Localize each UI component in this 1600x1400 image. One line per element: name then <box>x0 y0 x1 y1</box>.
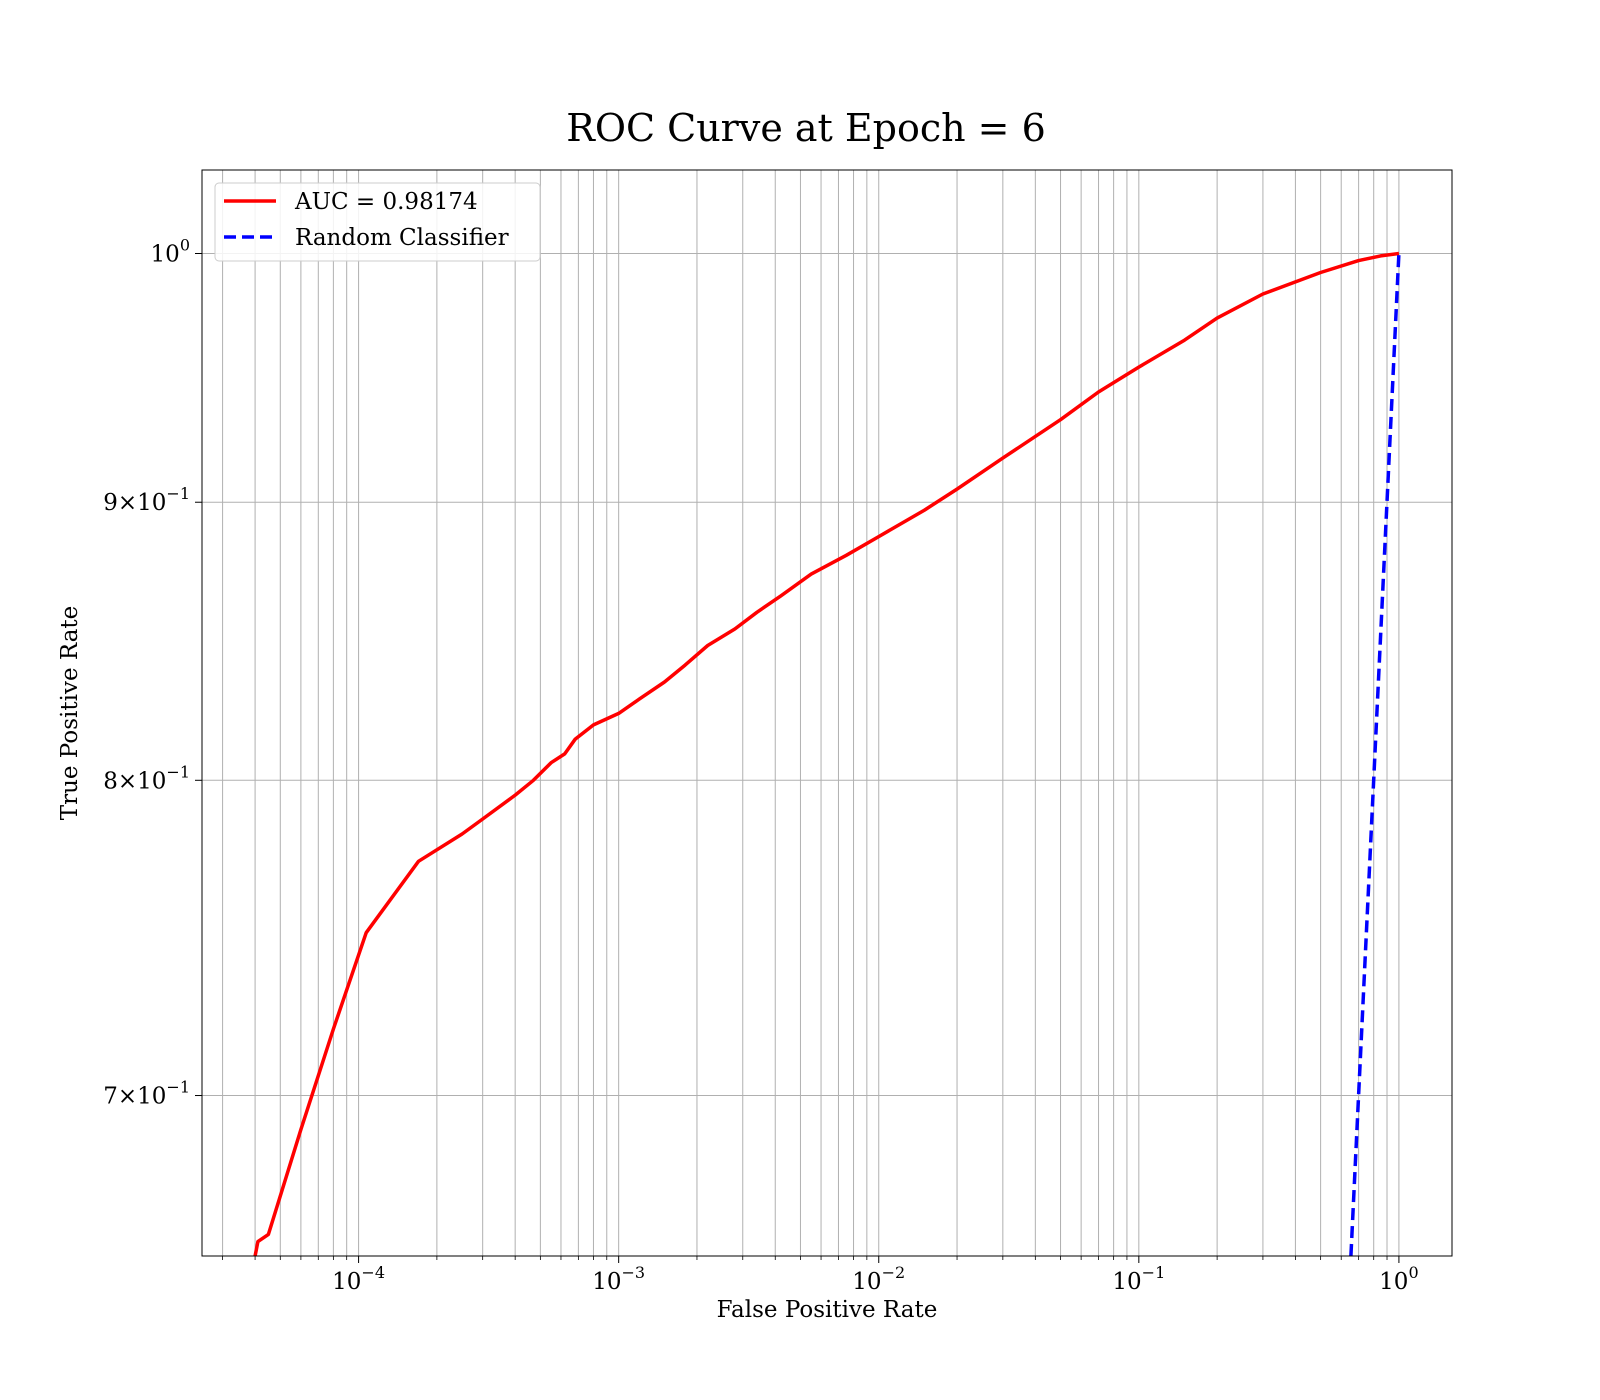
chart-title: ROC Curve at Epoch = 6 <box>566 106 1046 150</box>
plot-series <box>253 251 1401 1256</box>
legend-box <box>214 182 541 262</box>
y-tick-label: 100 <box>151 235 190 267</box>
random-classifier-line <box>1349 253 1401 1256</box>
plot-frame <box>201 169 1453 1257</box>
x-tick-label: 10−1 <box>1112 1263 1165 1295</box>
legend-label-random: Random Classifier <box>295 225 509 251</box>
y-axis-label: True Positive Rate <box>57 606 83 821</box>
roc-curve-line <box>253 251 1400 1256</box>
x-tick-label: 100 <box>1379 1263 1418 1295</box>
y-tick-label: 8×10−1 <box>103 762 190 794</box>
legend-label-auc: AUC = 0.98174 <box>294 189 478 215</box>
legend: AUC = 0.98174 Random Classifier <box>214 182 541 262</box>
x-axis-ticks: 10−4 10−3 10−2 10−1 100 <box>222 1256 1419 1295</box>
x-axis-label: False Positive Rate <box>717 1297 938 1323</box>
grid <box>202 170 1452 1256</box>
y-axis-ticks: 100 9×10−1 8×10−1 7×10−1 <box>103 235 202 1110</box>
x-tick-label: 10−2 <box>852 1263 905 1295</box>
x-tick-label: 10−3 <box>592 1263 645 1295</box>
x-tick-label: 10−4 <box>332 1263 385 1295</box>
y-tick-label: 7×10−1 <box>103 1078 190 1110</box>
y-tick-label: 9×10−1 <box>103 484 190 516</box>
